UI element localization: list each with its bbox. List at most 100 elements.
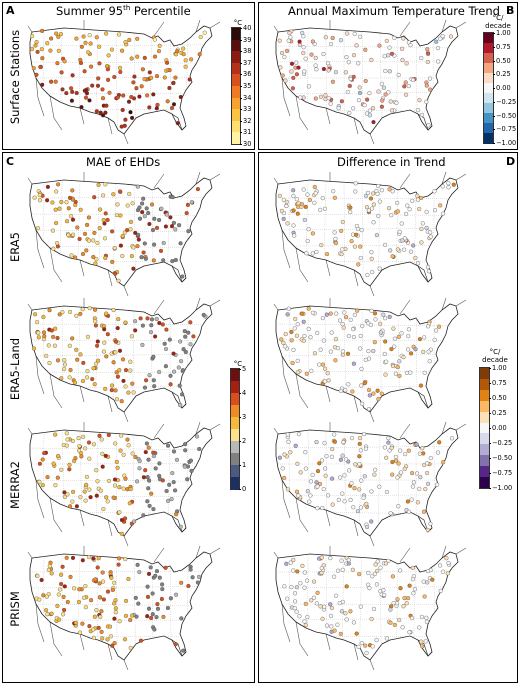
station-marker — [155, 102, 160, 107]
country-border — [295, 497, 309, 533]
station-marker — [48, 48, 53, 53]
cbarD-tick-label: −0.50 — [492, 454, 513, 462]
station-marker — [283, 332, 288, 337]
cbarD-tick-label: 0.00 — [492, 424, 507, 432]
station-marker — [68, 214, 74, 219]
cbarB-tick-mark — [493, 101, 495, 103]
station-marker — [440, 184, 445, 189]
cbarB-tick-label: 0.25 — [496, 70, 511, 79]
colorbar-d — [479, 367, 490, 489]
station-marker — [376, 396, 381, 402]
country-border — [195, 19, 201, 33]
station-marker — [422, 370, 427, 375]
station-marker — [409, 616, 415, 621]
station-marker — [312, 351, 317, 356]
station-marker — [60, 87, 65, 92]
country-border — [27, 551, 33, 559]
florida-coast — [417, 391, 433, 409]
station-marker — [338, 38, 343, 43]
station-marker — [89, 64, 94, 69]
station-marker — [417, 486, 422, 491]
station-marker — [123, 613, 129, 618]
station-marker — [103, 255, 108, 261]
station-marker — [373, 317, 378, 322]
station-marker — [178, 403, 183, 408]
station-marker — [50, 200, 55, 205]
station-marker — [335, 622, 340, 627]
country-border — [123, 659, 129, 671]
station-marker — [388, 511, 393, 516]
station-marker — [328, 101, 333, 106]
station-marker — [297, 39, 302, 44]
station-marker — [190, 575, 195, 580]
colorbar-b-unit: °C/ decade — [480, 14, 516, 30]
station-marker — [361, 495, 366, 500]
station-marker — [419, 240, 424, 245]
station-marker — [119, 433, 124, 438]
station-marker — [195, 580, 200, 585]
station-marker — [357, 487, 362, 492]
station-marker — [70, 336, 75, 341]
station-marker — [328, 349, 333, 354]
country-border — [195, 171, 201, 185]
station-marker — [414, 442, 419, 447]
station-marker — [69, 98, 74, 103]
panel-a-title-prefix: Summer 95 — [56, 4, 124, 18]
station-marker — [141, 250, 146, 255]
station-marker — [330, 476, 335, 481]
station-marker — [367, 108, 372, 113]
cbarA-tick-mark — [240, 132, 242, 133]
station-marker — [163, 346, 169, 352]
station-marker — [428, 234, 433, 239]
station-marker — [80, 378, 86, 384]
colorbar-b-unit-line1: °C/ — [492, 14, 504, 22]
station-marker — [105, 589, 111, 594]
station-marker — [135, 562, 140, 567]
cbarC-segment — [231, 465, 239, 478]
cbarD-segment — [480, 444, 489, 456]
country-border — [399, 173, 411, 189]
country-border — [153, 423, 165, 439]
station-marker — [92, 382, 97, 387]
station-marker — [410, 198, 415, 203]
station-marker — [424, 225, 429, 230]
station-marker — [45, 612, 50, 617]
station-marker — [175, 121, 180, 126]
station-marker — [164, 212, 169, 217]
station-marker — [47, 564, 52, 569]
country-border — [123, 411, 129, 423]
station-marker — [82, 489, 87, 494]
station-marker — [151, 507, 156, 512]
panel-d-title: Difference in Trend — [337, 155, 446, 169]
station-marker — [122, 123, 127, 128]
cbarA-segment — [232, 62, 240, 75]
cbarD-tick-label: −0.75 — [492, 469, 513, 477]
station-marker — [425, 470, 430, 476]
station-marker — [127, 37, 132, 43]
colorbar-c — [230, 368, 240, 490]
station-marker — [147, 503, 152, 508]
station-marker — [342, 499, 347, 504]
station-marker — [168, 596, 173, 601]
station-marker — [70, 89, 75, 94]
station-marker — [122, 637, 128, 642]
station-marker — [143, 256, 148, 261]
station-marker — [68, 504, 73, 509]
station-marker — [179, 359, 184, 364]
florida-coast — [171, 391, 187, 409]
station-marker — [107, 624, 113, 629]
country-border — [281, 229, 291, 269]
station-marker — [105, 217, 110, 223]
station-marker — [91, 556, 96, 561]
station-marker — [115, 374, 120, 379]
station-marker — [123, 476, 128, 481]
station-marker — [370, 644, 375, 649]
station-marker — [97, 595, 102, 600]
station-marker — [404, 601, 409, 606]
station-marker — [318, 94, 324, 99]
cbarA-tick-label: 38 — [243, 47, 252, 56]
station-marker — [324, 454, 329, 459]
station-marker — [294, 585, 299, 590]
station-marker — [53, 483, 58, 488]
cbarA-tick-mark — [240, 97, 242, 99]
